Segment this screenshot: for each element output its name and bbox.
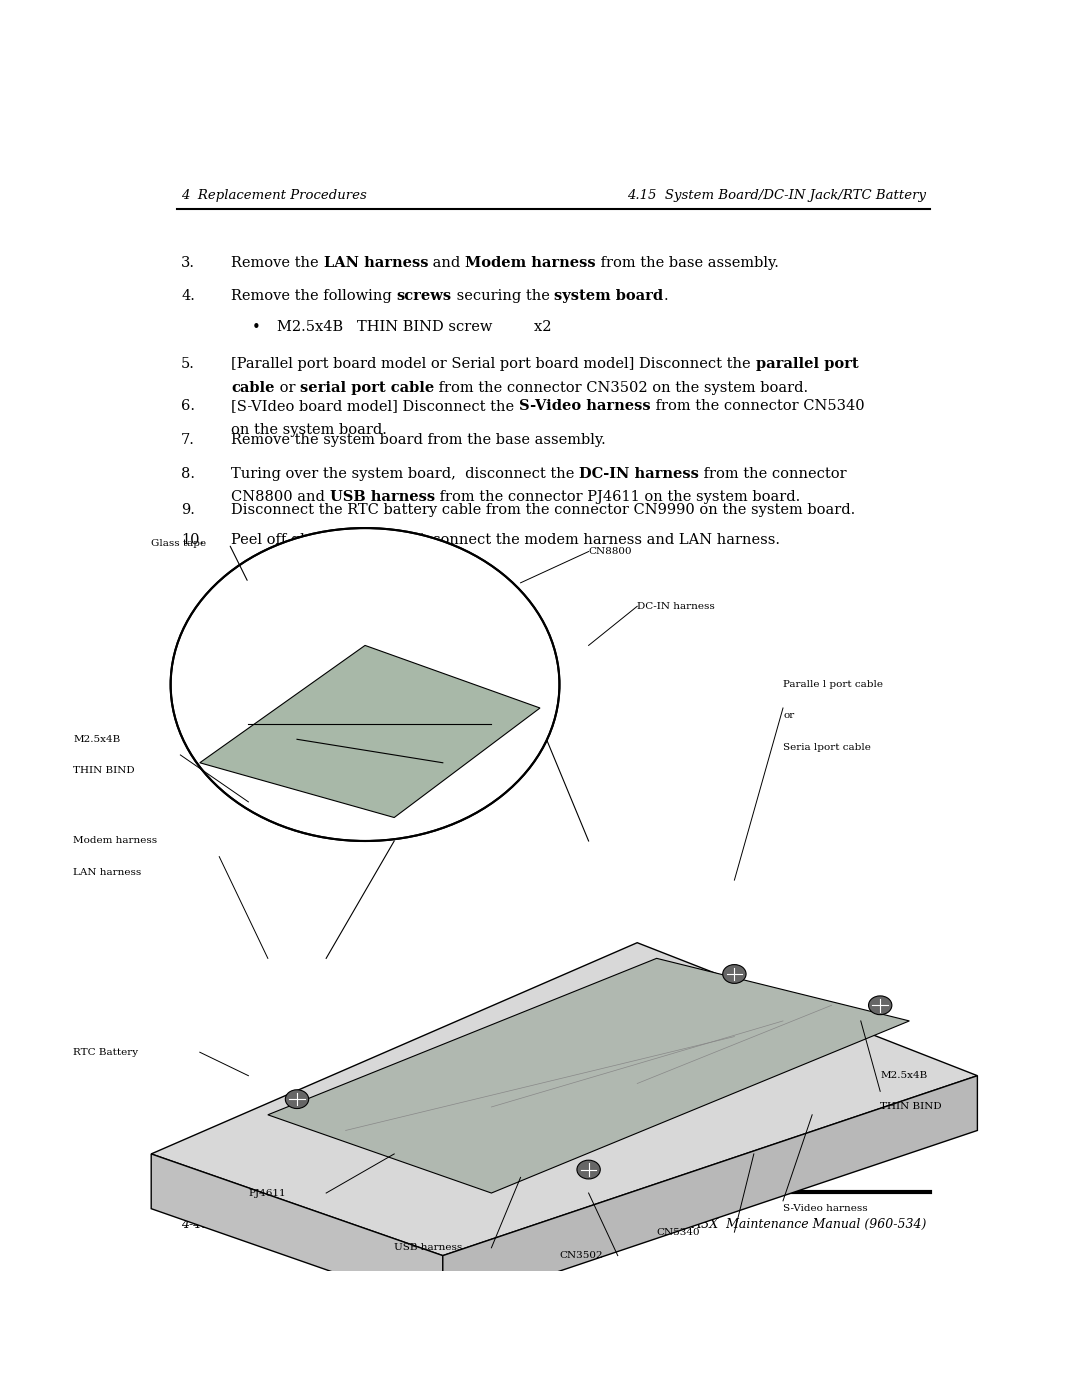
Text: USB harness: USB harness	[329, 490, 435, 504]
Text: DC-IN harness: DC-IN harness	[579, 467, 699, 481]
Text: Seria lport cable: Seria lport cable	[783, 743, 870, 752]
Text: [S-VIdeo board model] Disconnect the: [S-VIdeo board model] Disconnect the	[231, 400, 519, 414]
Text: LAN harness: LAN harness	[324, 256, 428, 270]
Text: [Parallel port board model or Serial port board model] Disconnect the: [Parallel port board model or Serial por…	[231, 358, 756, 372]
Text: from the connector CN3502 on the system board.: from the connector CN3502 on the system …	[434, 380, 808, 394]
Text: [CONFIDENTIAL]: [CONFIDENTIAL]	[369, 1218, 484, 1231]
Text: CN8800: CN8800	[589, 548, 632, 556]
Text: .: .	[663, 289, 669, 303]
Text: DC-IN harness: DC-IN harness	[637, 602, 715, 610]
Text: S-Video harness: S-Video harness	[519, 400, 650, 414]
Text: screws: screws	[396, 289, 451, 303]
Text: Remove the: Remove the	[231, 256, 324, 270]
Text: 7.: 7.	[181, 433, 194, 447]
Text: Modem harness: Modem harness	[464, 256, 595, 270]
Text: cable: cable	[231, 380, 274, 394]
Text: S-Video harness: S-Video harness	[783, 1204, 867, 1213]
Text: M2.5x4B: M2.5x4B	[73, 735, 121, 743]
Polygon shape	[151, 943, 977, 1256]
Text: or: or	[783, 711, 794, 721]
Text: from the base assembly.: from the base assembly.	[595, 256, 779, 270]
Text: Satellite A50S/TECRA A3X  Maintenance Manual (960-534): Satellite A50S/TECRA A3X Maintenance Man…	[548, 1218, 926, 1231]
Text: LAN harness: LAN harness	[73, 868, 141, 877]
Text: 6.: 6.	[181, 400, 195, 414]
Text: Figure 4-33  Removing System board: Figure 4-33 Removing System board	[416, 1118, 691, 1132]
Text: 4.: 4.	[181, 289, 194, 303]
Text: THIN BIND: THIN BIND	[880, 1102, 942, 1112]
Text: •: •	[253, 320, 261, 335]
Text: Disconnect the RTC battery cable from the connector CN9990 on the system board.: Disconnect the RTC battery cable from th…	[231, 503, 855, 517]
Text: system board: system board	[554, 289, 663, 303]
Text: Modem harness: Modem harness	[73, 837, 158, 845]
Text: from the connector PJ4611 on the system board.: from the connector PJ4611 on the system …	[435, 490, 800, 504]
Text: from the connector CN5340: from the connector CN5340	[650, 400, 864, 414]
Text: CN3502: CN3502	[559, 1252, 603, 1260]
Text: Paralle l port cable: Paralle l port cable	[783, 680, 883, 689]
Text: on the system board.: on the system board.	[231, 422, 387, 437]
Text: 3.: 3.	[181, 256, 195, 270]
Text: PJ4611: PJ4611	[248, 1189, 286, 1197]
Circle shape	[285, 1090, 309, 1109]
Text: 4-48: 4-48	[181, 1218, 210, 1231]
Text: serial port cable: serial port cable	[300, 380, 434, 394]
Polygon shape	[268, 958, 909, 1193]
Text: USB harness: USB harness	[394, 1243, 462, 1252]
Text: M2.5x4B: M2.5x4B	[880, 1071, 928, 1080]
Polygon shape	[200, 645, 540, 817]
Text: RTC Battery: RTC Battery	[73, 1048, 138, 1056]
Text: CN5340: CN5340	[657, 1228, 700, 1236]
Text: from the connector: from the connector	[699, 467, 847, 481]
Text: Remove the following: Remove the following	[231, 289, 396, 303]
Circle shape	[171, 528, 559, 841]
Text: Remove the system board from the base assembly.: Remove the system board from the base as…	[231, 433, 606, 447]
Text: Glass tape: Glass tape	[151, 539, 206, 548]
Circle shape	[577, 1160, 600, 1179]
Text: Peel off glass tapes and disconnect the modem harness and LAN harness.: Peel off glass tapes and disconnect the …	[231, 534, 780, 548]
Text: and: and	[428, 256, 464, 270]
Text: 9.: 9.	[181, 503, 194, 517]
Circle shape	[868, 996, 892, 1014]
Text: parallel port: parallel port	[756, 358, 859, 372]
Text: 8.: 8.	[181, 467, 195, 481]
Text: or: or	[274, 380, 300, 394]
Polygon shape	[443, 1076, 977, 1310]
Polygon shape	[151, 1154, 443, 1310]
Text: Turing over the system board,  disconnect the: Turing over the system board, disconnect…	[231, 467, 579, 481]
Text: 4.15  System Board/DC-IN Jack/RTC Battery: 4.15 System Board/DC-IN Jack/RTC Battery	[627, 189, 926, 203]
Circle shape	[723, 964, 746, 983]
Text: 5.: 5.	[181, 358, 194, 372]
Text: CN8800 and: CN8800 and	[231, 490, 329, 504]
Text: 4  Replacement Procedures: 4 Replacement Procedures	[181, 189, 367, 203]
Text: securing the: securing the	[451, 289, 554, 303]
Text: M2.5x4B   THIN BIND screw         x2: M2.5x4B THIN BIND screw x2	[278, 320, 552, 334]
Text: 10.: 10.	[181, 534, 204, 548]
Text: THIN BIND: THIN BIND	[73, 766, 135, 775]
